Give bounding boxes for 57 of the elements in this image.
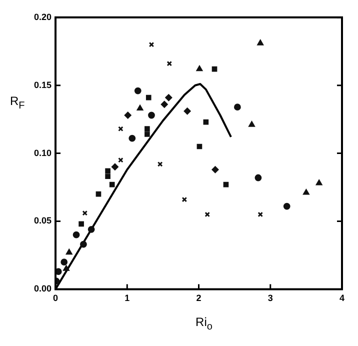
point	[144, 132, 150, 137]
point	[60, 258, 68, 266]
point	[196, 144, 202, 150]
point	[303, 189, 310, 195]
point	[134, 87, 142, 94]
point	[118, 126, 124, 132]
y-axis-title: R$_{F}$	[10, 94, 25, 112]
point	[196, 66, 203, 72]
point	[257, 40, 264, 46]
point	[105, 174, 110, 180]
point	[248, 121, 255, 127]
point	[283, 202, 290, 210]
point	[148, 112, 155, 119]
y-tick-label: 0.10	[34, 148, 52, 158]
point	[128, 134, 136, 142]
point	[144, 126, 150, 132]
point	[112, 163, 118, 170]
point	[182, 196, 188, 202]
point	[223, 182, 229, 188]
point	[146, 94, 152, 100]
point	[234, 104, 241, 111]
point	[118, 157, 124, 163]
point	[165, 94, 172, 102]
y-tick-label: 0.20	[34, 12, 52, 22]
y-tick-label: 0.15	[34, 80, 52, 90]
point	[316, 180, 322, 186]
point	[212, 166, 219, 174]
point	[105, 168, 110, 174]
point	[166, 60, 172, 66]
point	[124, 112, 132, 119]
point	[80, 240, 87, 248]
point	[88, 226, 95, 233]
point	[109, 182, 115, 188]
point	[184, 108, 191, 115]
x-tick-label: 3	[268, 293, 273, 304]
x-tick-label: 2	[196, 293, 202, 304]
point	[212, 66, 218, 72]
point	[160, 100, 168, 108]
point	[56, 268, 62, 275]
point	[204, 212, 210, 218]
x-axis-title: Ri$_{o}$	[194, 314, 214, 332]
point	[63, 265, 70, 271]
point	[148, 42, 154, 48]
x-tick-label: 4	[339, 293, 345, 304]
point	[157, 162, 163, 167]
point	[136, 105, 144, 111]
point	[96, 191, 102, 197]
y-tick-label: 0.05	[34, 216, 52, 226]
point	[78, 221, 84, 227]
x-tick-label: 0	[53, 293, 58, 304]
y-tick-label: 0.00	[34, 284, 52, 294]
point	[72, 231, 80, 238]
point	[254, 174, 262, 182]
point	[203, 119, 209, 125]
x-tick-label: 1	[124, 293, 130, 304]
point	[82, 210, 88, 216]
point	[258, 212, 264, 218]
